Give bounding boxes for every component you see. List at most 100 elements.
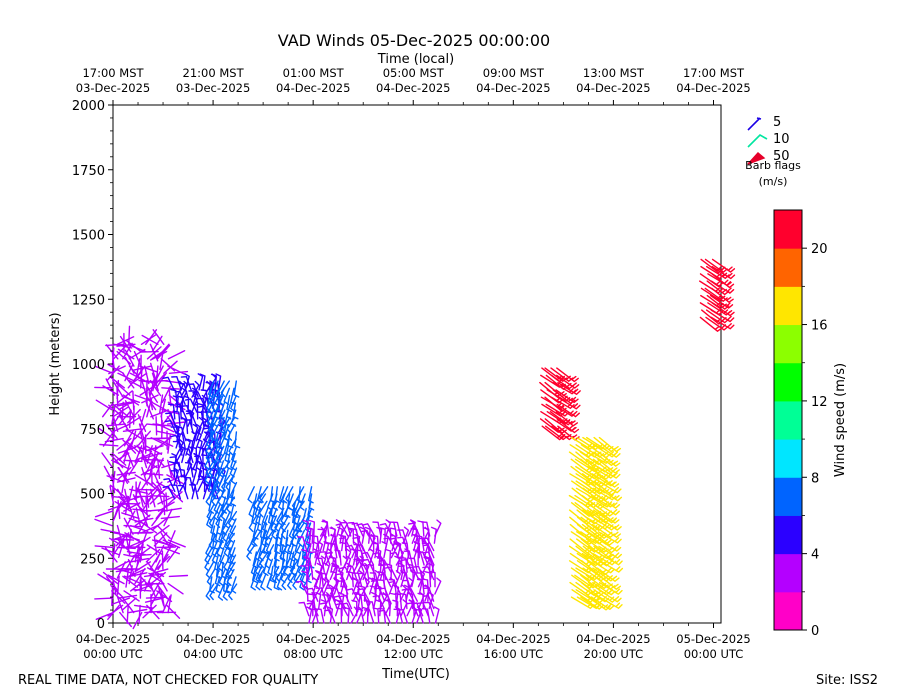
wind-barb (285, 551, 292, 569)
wind-barb (134, 445, 143, 464)
wind-barb (125, 553, 136, 571)
wind-barb (302, 519, 309, 537)
wind-barb (94, 545, 114, 549)
wind-barb (555, 411, 578, 427)
wind-barb (160, 515, 180, 520)
wind-barb (181, 417, 189, 435)
wind-barb (149, 568, 169, 575)
x-tick-time: 08:00 UTC (283, 647, 343, 661)
wind-barb (593, 480, 617, 496)
wind-barb (415, 572, 425, 588)
wind-barb (591, 531, 615, 546)
wind-barb (167, 530, 176, 549)
wind-barb (141, 521, 158, 534)
wind-barb (340, 594, 353, 610)
wind-barb (166, 604, 181, 619)
wind-barb (139, 365, 158, 373)
wind-barb (598, 436, 622, 453)
wind-barb (127, 408, 141, 424)
wind-barb (146, 386, 158, 403)
wind-barb (223, 438, 230, 456)
wind-barb (389, 537, 403, 552)
wind-barb (356, 544, 368, 559)
wind-barb (174, 403, 182, 420)
wind-barb (139, 350, 159, 353)
wind-barb (153, 472, 162, 491)
wind-barb (405, 588, 418, 602)
top-tick-time: 17:00 MST (683, 66, 745, 80)
colorbar-tick-label: 4 (811, 548, 819, 563)
colorbar: 0 4 8 12 16 20 (773, 209, 828, 639)
wind-barb (597, 523, 621, 538)
wind-barb (131, 372, 148, 385)
wind-barb (122, 439, 137, 454)
wind-barb (165, 412, 177, 427)
wind-barb (319, 602, 332, 617)
wind-barb (372, 521, 382, 537)
wind-barb (592, 552, 617, 566)
wind-barb (228, 539, 236, 558)
wind-barb (217, 438, 225, 456)
wind-barb (168, 387, 172, 407)
wind-barb (156, 423, 175, 433)
wind-barb (221, 416, 231, 434)
wind-barb (105, 344, 119, 360)
wind-barb (206, 568, 216, 586)
wind-barb (211, 423, 219, 442)
wind-barb (378, 609, 391, 624)
wind-barb (219, 416, 225, 435)
wind-barb (335, 523, 349, 537)
wind-barb (205, 460, 215, 477)
wind-barb (248, 500, 255, 518)
wind-barb (220, 503, 230, 521)
wind-barb (264, 529, 274, 547)
wind-barb (287, 573, 297, 590)
wind-barb (160, 398, 166, 418)
wind-barb (107, 503, 127, 511)
wind-barb (231, 445, 238, 464)
wind-barb (168, 574, 189, 578)
wind-barb (116, 401, 136, 407)
top-tick-date: 04-Dec-2025 (276, 81, 350, 95)
wind-barb (212, 380, 219, 398)
wind-barb (252, 529, 262, 547)
wind-barb (150, 409, 169, 418)
wind-barb (167, 594, 172, 614)
legend-barb-10-icon (747, 134, 768, 148)
wind-barb (123, 517, 134, 535)
wind-barb (597, 538, 622, 552)
wind-barb (223, 387, 231, 405)
wind-barb (413, 609, 424, 624)
wind-barb (293, 500, 300, 518)
wind-barb (153, 524, 170, 537)
wind-barb (358, 594, 370, 610)
wind-barb (397, 536, 409, 552)
wind-barb (400, 558, 413, 573)
wind-barb (205, 438, 214, 456)
wind-barb (211, 539, 219, 558)
wind-barb (287, 493, 294, 511)
wind-barb (184, 373, 190, 391)
wind-barb (152, 329, 165, 345)
wind-barb (324, 609, 336, 624)
wind-barb (177, 484, 189, 500)
wind-barb (97, 427, 114, 440)
wind-barb (211, 547, 220, 565)
x-tick-date: 04-Dec-2025 (476, 632, 550, 646)
wind-barb (232, 402, 239, 420)
wind-barb (280, 522, 290, 540)
wind-barb (210, 518, 216, 536)
wind-barb (321, 520, 330, 537)
wind-barb (557, 381, 581, 395)
wind-barb (592, 516, 617, 531)
wind-barb (167, 491, 183, 505)
wind-barb (170, 484, 181, 500)
wind-barb (357, 588, 370, 602)
wind-barb (167, 459, 173, 479)
wind-barb (173, 410, 181, 427)
wind-barb (139, 408, 147, 428)
wind-barb (390, 551, 403, 566)
wind-barb (222, 525, 231, 543)
wind-barb (116, 575, 120, 595)
wind-barb (130, 524, 149, 533)
